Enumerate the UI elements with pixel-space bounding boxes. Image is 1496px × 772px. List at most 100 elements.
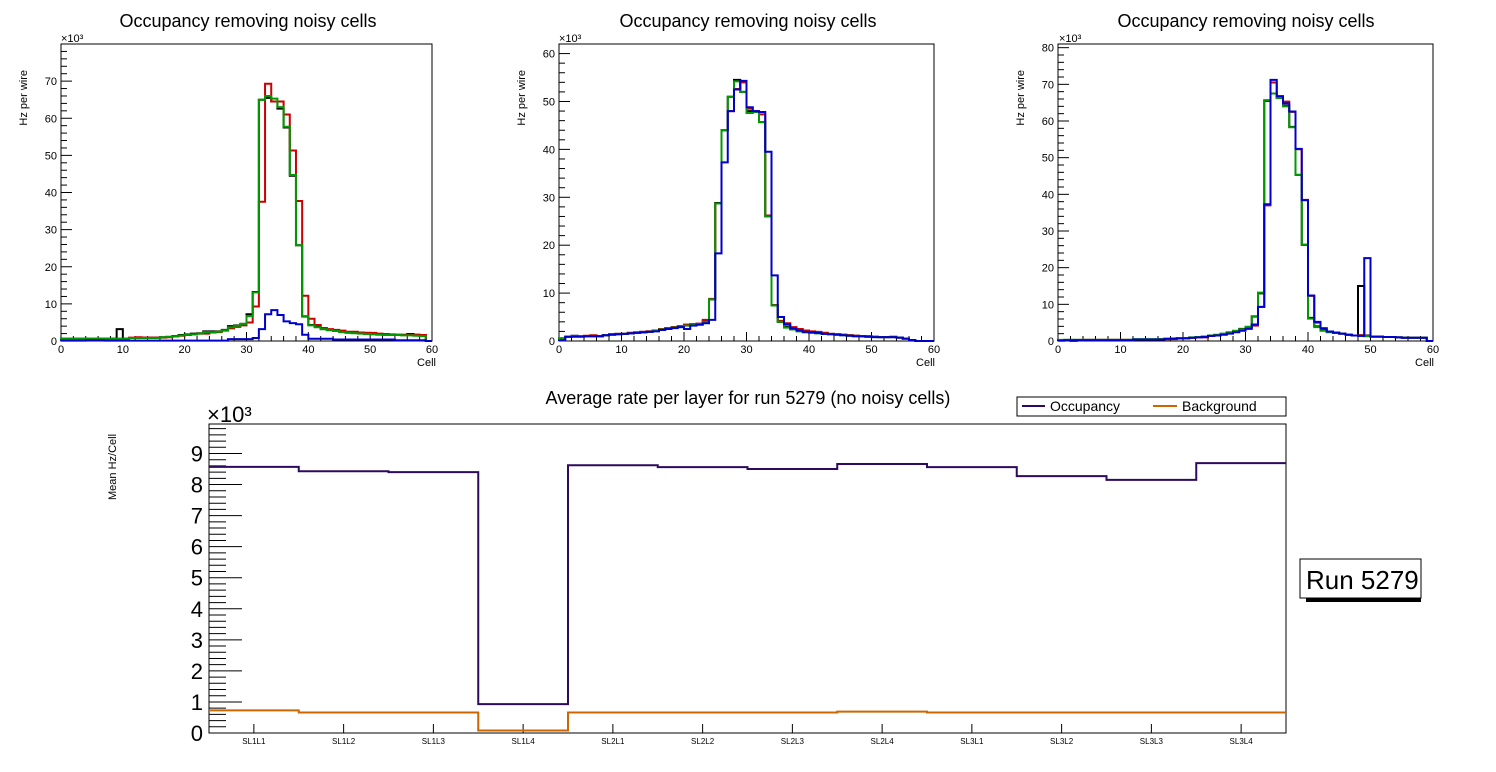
series-red-line: [1057, 81, 1433, 342]
plot-frame: [1057, 43, 1434, 342]
series-black-line: [60, 96, 432, 342]
run-label-box: Run 5279: [1299, 558, 1422, 602]
series-black-line: [558, 78, 934, 342]
x-tick-label: 10: [615, 344, 627, 356]
y-tick-label: 20: [1042, 263, 1054, 275]
y-axis-title: Mean Hz/Cell: [107, 434, 119, 500]
y-tick-label: 40: [543, 144, 555, 156]
series-black-line: [1057, 92, 1433, 342]
histogram-panel-3: Occupancy removing noisy cells Hz per wi…: [1015, 11, 1439, 369]
legend-label-occupancy: Occupancy: [1050, 398, 1120, 414]
y-tick-label: 2: [191, 659, 203, 684]
y-tick-label: 60: [543, 49, 555, 61]
run-label-shadow: [1306, 598, 1421, 602]
y-tick-label: 50: [1042, 153, 1054, 165]
x-tick-label: 0: [556, 344, 562, 356]
chart-title: Occupancy removing noisy cells: [1117, 11, 1374, 31]
layer-rate-panel: Average rate per layer for run 5279 (no …: [107, 388, 1422, 746]
series-red-line: [60, 82, 432, 342]
series-green-line: [1057, 92, 1433, 342]
y-tick-label: 0: [51, 336, 57, 348]
x-category-label: SL3L3: [1140, 737, 1164, 746]
y-tick-label: 10: [1042, 299, 1054, 311]
legend: Occupancy Background: [1016, 396, 1287, 417]
x-tick-label: 50: [1364, 344, 1376, 356]
x-tick-label: 40: [803, 344, 815, 356]
y-tick-label: 50: [45, 150, 57, 162]
run-label: Run 5279: [1306, 565, 1419, 595]
series-blue-line: [558, 79, 934, 342]
y-tick-label: 0: [1048, 336, 1054, 348]
x-tick-label: 60: [928, 344, 940, 356]
x-tick-label: 20: [1177, 344, 1189, 356]
chart-title: Occupancy removing noisy cells: [119, 11, 376, 31]
x-tick-label: 0: [1055, 344, 1061, 356]
x-category-label: SL3L1: [960, 737, 984, 746]
y-tick-label: 30: [543, 192, 555, 204]
x-category-label: SL2L4: [871, 737, 895, 746]
plot-frame: [208, 423, 1287, 734]
y-tick-label: 8: [191, 473, 203, 498]
run-label-frame: [1299, 558, 1422, 599]
x-category-label: SL1L3: [422, 737, 446, 746]
y-tick-label: 7: [191, 504, 203, 529]
y-tick-label: 80: [1042, 43, 1054, 55]
x-tick-label: 30: [1239, 344, 1251, 356]
y-tick-label: 6: [191, 535, 203, 560]
y-tick-label: 70: [45, 76, 57, 88]
y-multiplier: ×10³: [61, 33, 84, 45]
y-tick-label: 1: [191, 690, 203, 715]
series-background-line: [209, 709, 1286, 732]
y-axis-title: Hz per wire: [516, 70, 528, 126]
y-tick-label: 5: [191, 566, 203, 591]
y-tick-label: 20: [45, 262, 57, 274]
y-multiplier: ×10³: [1059, 33, 1082, 45]
y-multiplier: ×10³: [559, 33, 582, 45]
series-green-line: [558, 80, 934, 342]
y-tick-label: 30: [1042, 226, 1054, 238]
x-tick-label: 0: [58, 344, 64, 356]
x-tick-label: 60: [426, 344, 438, 356]
x-tick-label: 40: [1302, 344, 1314, 356]
x-tick-label: 60: [1427, 344, 1439, 356]
y-tick-label: 0: [549, 336, 555, 348]
x-tick-label: 20: [678, 344, 690, 356]
y-tick-label: 0: [191, 721, 203, 746]
x-category-label: SL3L4: [1230, 737, 1254, 746]
y-tick-label: 3: [191, 628, 203, 653]
y-tick-label: 60: [45, 113, 57, 125]
chart-title: Average rate per layer for run 5279 (no …: [546, 388, 951, 408]
x-tick-label: 30: [740, 344, 752, 356]
y-multiplier: ×10³: [207, 402, 252, 427]
x-axis-title: Cell: [417, 357, 436, 369]
legend-box: [1016, 396, 1287, 417]
x-axis-title: Cell: [916, 357, 935, 369]
series-green-line: [60, 94, 432, 342]
x-category-label: SL1L2: [332, 737, 356, 746]
x-category-label: SL3L2: [1050, 737, 1074, 746]
chart-title: Occupancy removing noisy cells: [619, 11, 876, 31]
y-tick-label: 40: [45, 188, 57, 200]
y-tick-label: 70: [1042, 79, 1054, 91]
y-axis-title: Hz per wire: [18, 70, 30, 126]
histogram-panel-1: Occupancy removing noisy cells Hz per wi…: [18, 11, 438, 369]
y-axis-title: Hz per wire: [1015, 70, 1027, 126]
x-tick-label: 20: [179, 344, 191, 356]
series-red-line: [558, 81, 934, 342]
x-tick-label: 40: [302, 344, 314, 356]
histogram-panel-2: Occupancy removing noisy cells Hz per wi…: [516, 11, 940, 369]
series-blue-line: [1057, 78, 1433, 342]
x-axis-title: Cell: [1415, 357, 1434, 369]
x-tick-label: 10: [1114, 344, 1126, 356]
x-category-label: SL2L1: [601, 737, 625, 746]
x-tick-label: 50: [364, 344, 376, 356]
series-occupancy-line: [209, 462, 1286, 706]
x-tick-label: 50: [865, 344, 877, 356]
x-tick-label: 30: [240, 344, 252, 356]
legend-label-background: Background: [1182, 398, 1257, 414]
y-tick-label: 20: [543, 240, 555, 252]
y-tick-label: 40: [1042, 189, 1054, 201]
y-tick-label: 30: [45, 225, 57, 237]
y-tick-label: 60: [1042, 116, 1054, 128]
